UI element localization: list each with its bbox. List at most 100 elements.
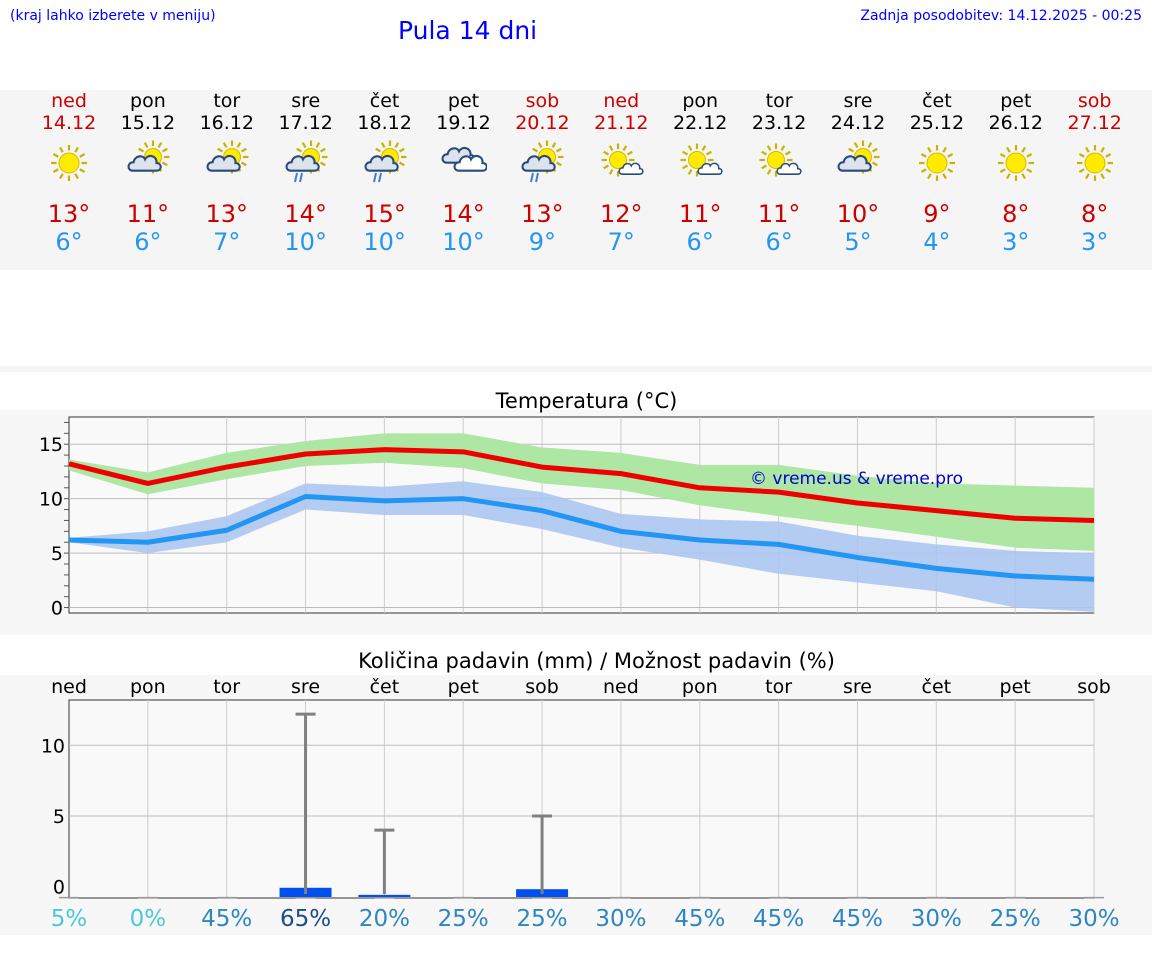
last-updated: Zadnja posodobitev: 14.12.2025 - 00:25 — [860, 8, 1142, 24]
y-tick-label: 5 — [53, 806, 65, 828]
y-tick-label: 5 — [51, 543, 63, 565]
min-temp: 9° — [528, 228, 557, 256]
precip-probability-label: 30% — [911, 906, 962, 932]
partly-cloudy-icon — [598, 140, 644, 186]
day-column: sob 27.12 8° 3° — [1055, 90, 1135, 256]
precip-probability-label: 45% — [753, 906, 804, 932]
day-name: sob — [525, 90, 560, 112]
sunny-icon — [914, 140, 960, 186]
max-temp-range-band — [69, 433, 1094, 551]
day-date: 26.12 — [988, 112, 1043, 134]
day-column: tor 23.12 11° 6° — [739, 90, 819, 256]
day-name: pon — [130, 90, 166, 112]
day-column: pon 15.12 11° 6° — [108, 90, 188, 256]
precipitation-chart: Količina padavin (mm) / Možnost padavin … — [0, 649, 1152, 935]
precip-probability-label: 25% — [517, 906, 568, 932]
min-temp: 10° — [442, 228, 485, 256]
day-name: ned — [603, 90, 640, 112]
partly-cloudy-icon — [677, 140, 723, 186]
max-temp: 13° — [521, 200, 564, 228]
precip-probability-label: 45% — [832, 906, 883, 932]
day-column: ned 14.12 13° 6° — [29, 90, 109, 256]
day-name: ned — [51, 90, 87, 112]
x-category-label: čet — [922, 676, 952, 698]
x-category-label: pon — [130, 676, 166, 698]
y-tick-label: 15 — [39, 434, 63, 456]
day-column: čet 18.12 15° 10° — [345, 90, 425, 256]
day-column: sre 17.12 14° 10° — [266, 90, 346, 256]
location-menu-note: (kraj lahko izberete v meniju) — [10, 8, 216, 24]
max-temp: 15° — [363, 200, 406, 228]
max-temp: 12° — [600, 200, 643, 228]
y-tick-label: 10 — [39, 489, 63, 511]
day-column: čet 25.12 9° 4° — [897, 90, 977, 256]
min-temp: 3° — [1002, 228, 1030, 256]
min-temp: 7° — [213, 228, 241, 256]
day-name: tor — [765, 90, 793, 112]
day-column: pet 19.12 14° 10° — [424, 90, 504, 256]
divider — [0, 366, 1152, 372]
rain-shower-icon — [283, 140, 329, 186]
day-column: ned 21.12 12° 7° — [581, 90, 661, 256]
partly-cloudy-icon — [835, 140, 881, 186]
min-temp-range-band — [69, 481, 1094, 612]
x-category-label: sre — [291, 676, 320, 698]
y-tick-label: 10 — [41, 735, 65, 757]
day-name: pet — [1000, 90, 1032, 112]
rain-shower-icon — [362, 140, 408, 186]
page-title: Pula 14 dni — [398, 16, 538, 45]
day-name: pon — [682, 90, 719, 112]
max-temp: 14° — [442, 200, 485, 228]
min-temp-line — [68, 493, 1095, 582]
precip-probability-label: 25% — [990, 906, 1041, 932]
day-name: sre — [843, 90, 873, 112]
y-tick-label: 0 — [53, 877, 65, 899]
precip-probability-label: 65% — [280, 906, 331, 932]
x-category-label: čet — [370, 676, 400, 698]
x-category-label: tor — [213, 676, 240, 698]
day-date: 23.12 — [751, 112, 807, 134]
day-column: pon 22.12 11° 6° — [660, 90, 740, 256]
min-temp: 10° — [363, 228, 406, 256]
day-name: čet — [922, 90, 952, 112]
min-temp: 4° — [923, 228, 951, 256]
chart-title: Količina padavin (mm) / Možnost padavin … — [358, 649, 835, 673]
temperature-chart: 0 5 10 15 Temperatura (°C) © vreme.us & vreme… — [0, 389, 1152, 635]
min-temp: 6° — [765, 228, 793, 256]
day-date: 14.12 — [41, 112, 97, 134]
min-temp: 5° — [844, 228, 872, 256]
max-temp: 11° — [678, 200, 722, 228]
precip-probability-label: 5% — [51, 906, 88, 932]
max-temp: 14° — [284, 200, 327, 228]
day-date: 20.12 — [515, 112, 570, 134]
cloudy-icon — [441, 140, 488, 186]
partly-cloudy-icon — [125, 140, 171, 186]
max-temp: 9° — [923, 200, 951, 228]
x-category-label: sre — [843, 676, 872, 698]
x-category-label: pet — [448, 676, 479, 698]
day-date: 16.12 — [199, 112, 254, 134]
day-column: pet 26.12 8° 3° — [976, 90, 1056, 256]
precip-probability-label: 45% — [201, 906, 252, 932]
day-date: 19.12 — [436, 112, 491, 134]
precip-probability-label: 30% — [595, 906, 646, 932]
day-date: 27.12 — [1067, 112, 1122, 134]
min-temp: 10° — [284, 228, 327, 256]
max-temp: 11° — [757, 200, 801, 228]
precip-bar — [358, 894, 411, 897]
day-name: sre — [291, 90, 321, 112]
x-category-label: sob — [525, 676, 559, 698]
max-temp: 13° — [47, 200, 91, 228]
min-temp: 6° — [134, 228, 162, 256]
min-temp: 6° — [55, 228, 83, 256]
x-category-label: sob — [1077, 676, 1111, 698]
x-category-label: tor — [765, 676, 792, 698]
day-name: sob — [1077, 90, 1112, 112]
partly-cloudy-icon — [204, 140, 250, 186]
precip-probability-label: 20% — [359, 906, 410, 932]
daily-forecast-strip: ned 14.12 13° 6° pon 15.12 11° 6° tor 16.12 13° 7° s… — [0, 90, 1152, 270]
max-temp-line — [68, 447, 1095, 523]
max-temp: 10° — [836, 200, 880, 228]
sunny-icon — [993, 140, 1039, 186]
x-category-label: ned — [603, 676, 639, 698]
